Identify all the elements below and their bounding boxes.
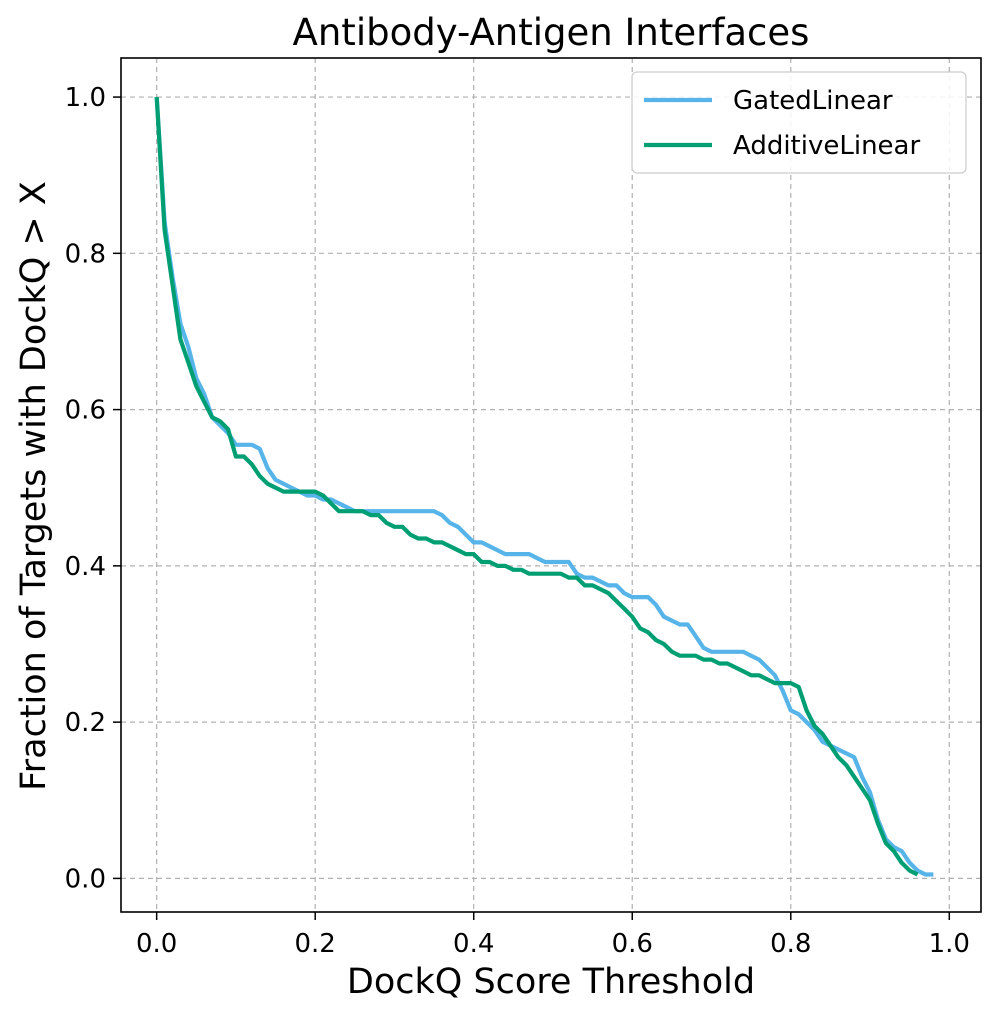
legend-label: AdditiveLinear — [733, 131, 920, 161]
y-axis: 0.0 0.2 0.4 0.6 0.8 1.0 — [65, 83, 121, 894]
y-axis-label: Fraction of Targets with DockQ > X — [14, 181, 54, 791]
y-tick-label: 0.0 — [65, 864, 106, 894]
x-tick-label: 0.6 — [612, 929, 653, 959]
x-axis-label: DockQ Score Threshold — [347, 962, 755, 1002]
plot-frame — [120, 57, 982, 913]
x-tick-label: 0.8 — [770, 929, 811, 959]
legend-label: GatedLinear — [733, 86, 893, 116]
series-layer — [154, 96, 934, 877]
y-tick-label: 0.4 — [65, 552, 106, 582]
y-tick-label: 1.0 — [65, 83, 106, 113]
x-tick-label: 1.0 — [929, 929, 970, 959]
x-tick-label: 0.0 — [136, 929, 177, 959]
legend: GatedLinear AdditiveLinear — [631, 71, 967, 174]
legend-box — [631, 71, 967, 174]
x-tick-label: 0.4 — [453, 929, 494, 959]
series-line-gatedlinear — [154, 96, 934, 877]
y-tick-label: 0.8 — [65, 239, 106, 269]
chart-title: Antibody-Antigen Interfaces — [293, 11, 810, 54]
y-tick-label: 0.6 — [65, 396, 106, 426]
y-tick-label: 0.2 — [65, 708, 106, 738]
x-tick-label: 0.2 — [295, 929, 336, 959]
grid — [121, 58, 981, 912]
x-axis: 0.0 0.2 0.4 0.6 0.8 1.0 — [136, 912, 970, 959]
series-line-additivelinear — [154, 96, 919, 877]
